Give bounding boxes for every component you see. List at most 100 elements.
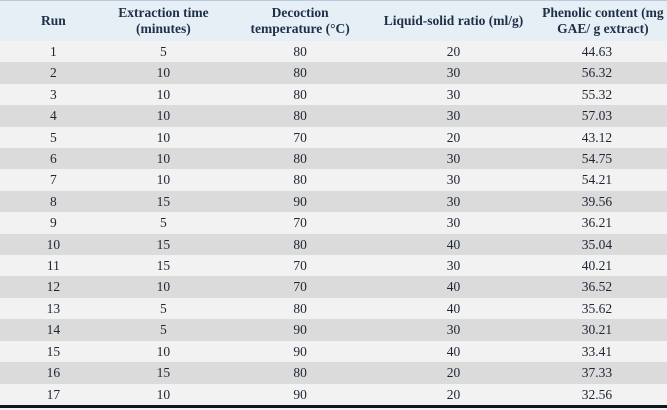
bottom-margin-strip: [0, 407, 667, 410]
column-header-phenolic-content: Phenolic content (mg GAE/ g extract): [526, 0, 667, 41]
cell: 15: [156, 236, 171, 252]
cell: 2: [49, 65, 57, 81]
cell: 10: [46, 236, 61, 252]
table-row: 5 10 70 20 43.12: [0, 126, 667, 149]
table-header-row: Run Extraction time (minutes) Decoction …: [0, 0, 667, 41]
cell: 9: [49, 215, 57, 231]
cell: 7: [49, 172, 57, 188]
cell: 30: [446, 322, 461, 338]
cell: 15: [156, 193, 171, 209]
cell: 10: [156, 108, 171, 124]
cell: 12: [46, 279, 61, 295]
table-row: 16 15 80 20 37.33: [0, 362, 667, 384]
table-row: 4 10 80 30 57.03: [0, 105, 667, 127]
column-header-label: Liquid-solid ratio (ml/g): [383, 13, 524, 29]
cell: 80: [293, 300, 307, 316]
cell: 30: [446, 172, 461, 188]
cell: 11: [46, 258, 60, 274]
cell: 40.21: [581, 258, 613, 274]
cell: 90: [293, 193, 307, 209]
column-header-decoction-temperature: Decoction temperature (°C): [220, 0, 381, 41]
cell: 39.56: [581, 193, 613, 209]
cell: 20: [446, 129, 461, 145]
table-row: 8 15 90 30 39.56: [0, 190, 667, 213]
column-header-label: Extraction time (minutes): [118, 4, 209, 36]
table-row: 1 5 80 20 44.63: [0, 41, 667, 63]
cell: 20: [446, 386, 461, 402]
cell: 16: [46, 365, 61, 381]
cell: 30: [446, 108, 461, 124]
cell: 37.33: [581, 365, 613, 381]
cell: 32.56: [581, 386, 613, 402]
cell: 80: [293, 86, 307, 102]
cell: 70: [293, 215, 307, 231]
column-header-label: Run: [40, 13, 66, 29]
cell: 70: [293, 129, 307, 145]
table-row: 10 15 80 40 35.04: [0, 233, 667, 256]
cell: 30: [446, 65, 461, 81]
cell: 20: [446, 44, 461, 59]
table-row: 11 15 70 30 40.21: [0, 255, 667, 277]
cell: 56.32: [581, 65, 613, 81]
cell: 5: [160, 215, 167, 231]
cell: 6: [49, 151, 57, 167]
table-row: 9 5 70 30 36.21: [0, 212, 667, 234]
cell: 15: [46, 343, 61, 359]
cell: 54.75: [581, 151, 613, 167]
cell: 10: [156, 65, 171, 81]
cell: 80: [293, 172, 307, 188]
column-header-extraction-time: Extraction time (minutes): [106, 0, 221, 41]
cell: 30: [446, 86, 461, 102]
cell: 5: [160, 44, 167, 59]
cell: 10: [156, 129, 171, 145]
cell: 36.21: [581, 215, 613, 231]
cell: 80: [293, 65, 307, 81]
cell: 54.21: [581, 172, 613, 188]
cell: 10: [156, 172, 171, 188]
cell: 40: [446, 279, 461, 295]
cell: 80: [293, 365, 307, 381]
table-row: 7 10 80 30 54.21: [0, 169, 667, 191]
column-header-liquid-solid-ratio: Liquid-solid ratio (ml/g): [380, 0, 527, 41]
cell: 10: [156, 386, 171, 402]
column-header-label: Phenolic content (mg GAE/ g extract): [542, 4, 664, 36]
cell: 3: [49, 86, 57, 102]
cell: 10: [156, 279, 171, 295]
cell: 10: [156, 151, 171, 167]
cell: 35.62: [581, 300, 613, 316]
table-header: Run Extraction time (minutes) Decoction …: [0, 0, 667, 41]
table-row: 17 10 90 20 32.56: [0, 383, 667, 407]
column-header-label: Decoction temperature (°C): [250, 4, 350, 36]
cell: 80: [293, 236, 307, 252]
cell: 1: [49, 44, 57, 59]
table-row: 14 5 90 30 30.21: [0, 319, 667, 341]
cell: 20: [446, 365, 461, 381]
table-row: 15 10 90 40 33.41: [0, 340, 667, 363]
cell: 4: [49, 108, 57, 124]
cell: 43.12: [581, 129, 613, 145]
table-row: 13 5 80 40 35.62: [0, 297, 667, 320]
cell: 90: [293, 343, 307, 359]
table-row: 6 10 80 30 54.75: [0, 148, 667, 170]
cell: 55.32: [581, 86, 613, 102]
table-row: 2 10 80 30 56.32: [0, 62, 667, 84]
cell: 80: [293, 151, 307, 167]
cell: 35.04: [581, 236, 613, 252]
cell: 30.21: [581, 322, 613, 338]
cell: 44.63: [581, 44, 613, 59]
cell: 57.03: [581, 108, 613, 124]
cell: 90: [293, 386, 307, 402]
cell: 70: [293, 258, 307, 274]
cell: 15: [156, 365, 171, 381]
cell: 17: [46, 386, 61, 402]
cell: 13: [46, 300, 61, 316]
cell: 30: [446, 151, 461, 167]
cell: 40: [446, 300, 461, 316]
table-row: 12 10 70 40 36.52: [0, 276, 667, 298]
cell: 10: [156, 86, 171, 102]
column-header-run: Run: [0, 0, 107, 41]
cell: 33.41: [581, 343, 613, 359]
cell: 80: [293, 108, 307, 124]
